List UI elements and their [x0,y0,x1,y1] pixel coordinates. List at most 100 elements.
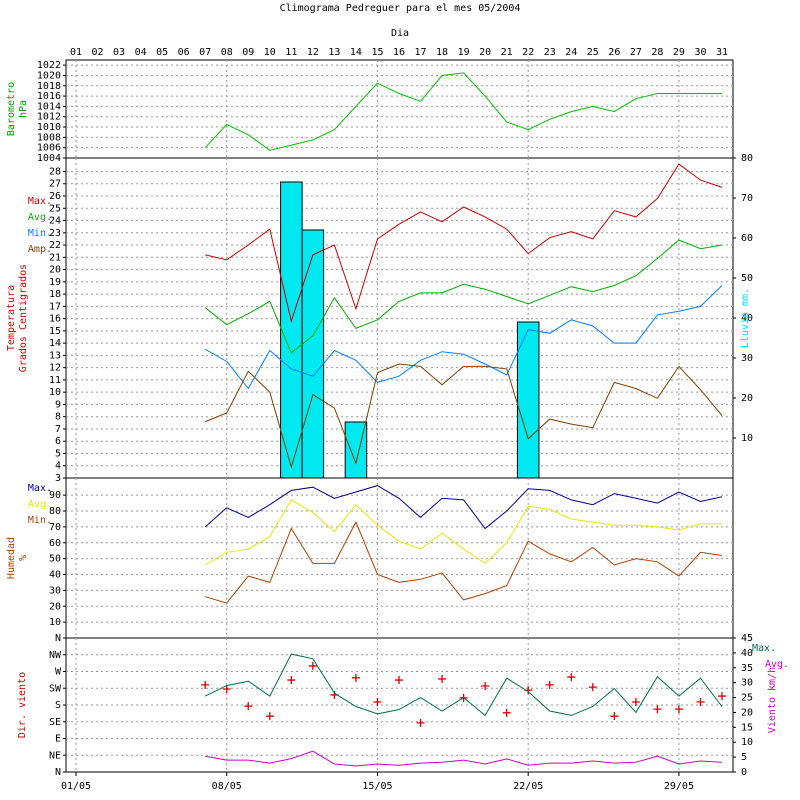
legend-label: Min. [28,515,52,526]
day-label: 17 [415,47,427,58]
y-tick-label: 16 [49,314,61,325]
direction-marker [696,698,705,707]
direction-marker [351,673,360,682]
y-axis-title: hPa [18,100,29,118]
y-axis-title: % [18,555,29,561]
y-tick-label: 20 [49,265,61,276]
y-tick-label: SW [49,683,62,694]
day-label: 28 [651,47,663,58]
y-tick-label: 15 [49,326,61,337]
y2-tick-label: 15 [741,722,753,733]
chart-title: Climograma Pedreguer para el mes 05/2004 [280,3,521,14]
y2-axis-title: Lluvia mm. [740,288,751,348]
day-label: 08 [221,47,233,58]
day-label: 30 [694,47,706,58]
y-tick-label: N [55,767,61,778]
direction-marker [395,676,403,685]
y-tick-label: 5 [55,448,61,459]
y-tick-label: 30 [49,585,61,596]
series-line [204,485,723,530]
panel-frame [65,477,734,639]
day-label: 29 [673,47,685,58]
day-label: 21 [501,47,513,58]
x-tick-label: 08/05 [212,781,242,792]
y2-tick-label: 0 [741,767,747,778]
direction-marker [631,698,640,707]
series-line [204,499,722,566]
y-tick-label: 14 [49,338,61,349]
y2-tick-label: 30 [741,353,753,364]
direction-marker [718,692,726,701]
y-axis-title: Barometro [6,82,17,136]
legend-label: Min. [28,228,52,239]
y2-tick-label: 30 [741,678,753,689]
direction-marker [287,676,296,685]
y2-tick-label: 40 [741,648,753,659]
y-tick-label: S [55,700,61,711]
rain-bar [280,181,303,479]
direction-marker [438,674,447,683]
day-label: 19 [458,47,470,58]
series-line [205,750,723,767]
y2-tick-label: 5 [741,752,747,763]
direction-marker [610,712,619,721]
y-tick-label: 1006 [37,143,61,154]
y-tick-label: 9 [55,399,61,410]
day-label: 22 [522,47,534,58]
y2-tick-label: 20 [741,393,753,404]
y-tick-label: 10 [49,617,61,628]
y-tick-label: 1014 [37,101,61,112]
series-line [205,520,723,604]
y-tick-label: 80 [49,506,61,517]
y-tick-label: 12 [49,363,61,374]
y-tick-label: 1008 [37,132,61,143]
legend-label: Avg. [28,212,52,223]
day-label: 06 [178,47,190,58]
y-tick-label: 25 [49,203,61,214]
y2-tick-label: 25 [741,693,753,704]
direction-marker [567,673,576,682]
day-label: 12 [307,47,319,58]
y-tick-label: 40 [49,570,61,581]
direction-marker [674,705,683,714]
y-tick-label: 70 [49,522,61,533]
y-tick-label: 1016 [37,91,61,102]
direction-marker [588,683,597,692]
y-axis-title: Temperatura [6,285,17,351]
day-label: 09 [242,47,254,58]
legend-label: Max. [28,196,52,207]
x-axis-title: Dia [391,28,409,39]
x-tick-label: 01/05 [61,781,91,792]
y2-tick-label: 80 [741,153,753,164]
day-label: 01 [70,47,82,58]
y-tick-label: 1020 [37,70,61,81]
day-label: 02 [92,47,104,58]
y-tick-label: 23 [49,228,61,239]
direction-marker [373,698,382,707]
y2-tick-label: 10 [741,433,753,444]
y-tick-label: 20 [49,601,61,612]
legend-label: Avg. [765,659,789,670]
direction-marker [502,708,511,717]
day-label: 05 [156,47,168,58]
y-tick-label: E [55,734,61,745]
series-line [204,285,723,390]
y-tick-label: 26 [49,191,61,202]
y-tick-label: 6 [55,436,61,447]
y2-tick-label: 35 [741,663,753,674]
y-tick-label: 11 [49,375,61,386]
y-tick-label: 18 [49,289,61,300]
y-tick-label: NW [49,650,62,661]
y-tick-label: NE [49,750,61,761]
y-tick-label: 3 [55,473,61,484]
y-tick-label: 27 [49,179,61,190]
day-label: 03 [113,47,125,58]
panel-frame [65,157,734,479]
y2-tick-label: 45 [741,633,753,644]
y-tick-label: N [55,633,61,644]
y-tick-label: SE [49,717,61,728]
y-tick-label: 24 [49,216,61,227]
y-tick-label: 17 [49,301,61,312]
day-label: 11 [285,47,297,58]
